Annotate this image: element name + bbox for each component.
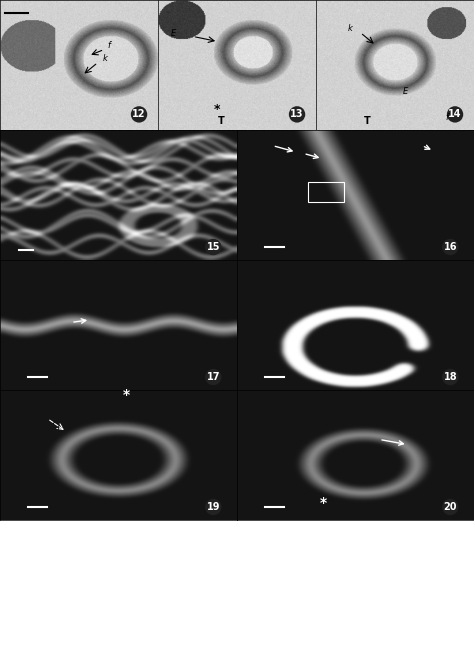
Text: 18: 18 <box>444 372 457 382</box>
Text: *: * <box>320 496 327 510</box>
Text: 15: 15 <box>207 242 220 252</box>
Text: 13: 13 <box>290 110 304 119</box>
Text: 16: 16 <box>444 242 457 252</box>
Bar <box>308 182 344 202</box>
Text: *: * <box>123 388 130 402</box>
Text: T: T <box>364 116 370 125</box>
Text: f: f <box>108 41 110 50</box>
Text: 14: 14 <box>448 110 462 119</box>
Text: k: k <box>103 54 108 63</box>
Text: f: f <box>446 112 448 121</box>
Text: 20: 20 <box>444 502 457 512</box>
Text: E: E <box>403 87 408 95</box>
Text: k: k <box>347 24 353 33</box>
Text: 17: 17 <box>207 372 220 382</box>
Text: 12: 12 <box>132 110 146 119</box>
Text: 19: 19 <box>207 502 220 512</box>
Text: T: T <box>218 116 225 125</box>
Text: E: E <box>171 29 176 39</box>
Text: *: * <box>213 103 220 116</box>
